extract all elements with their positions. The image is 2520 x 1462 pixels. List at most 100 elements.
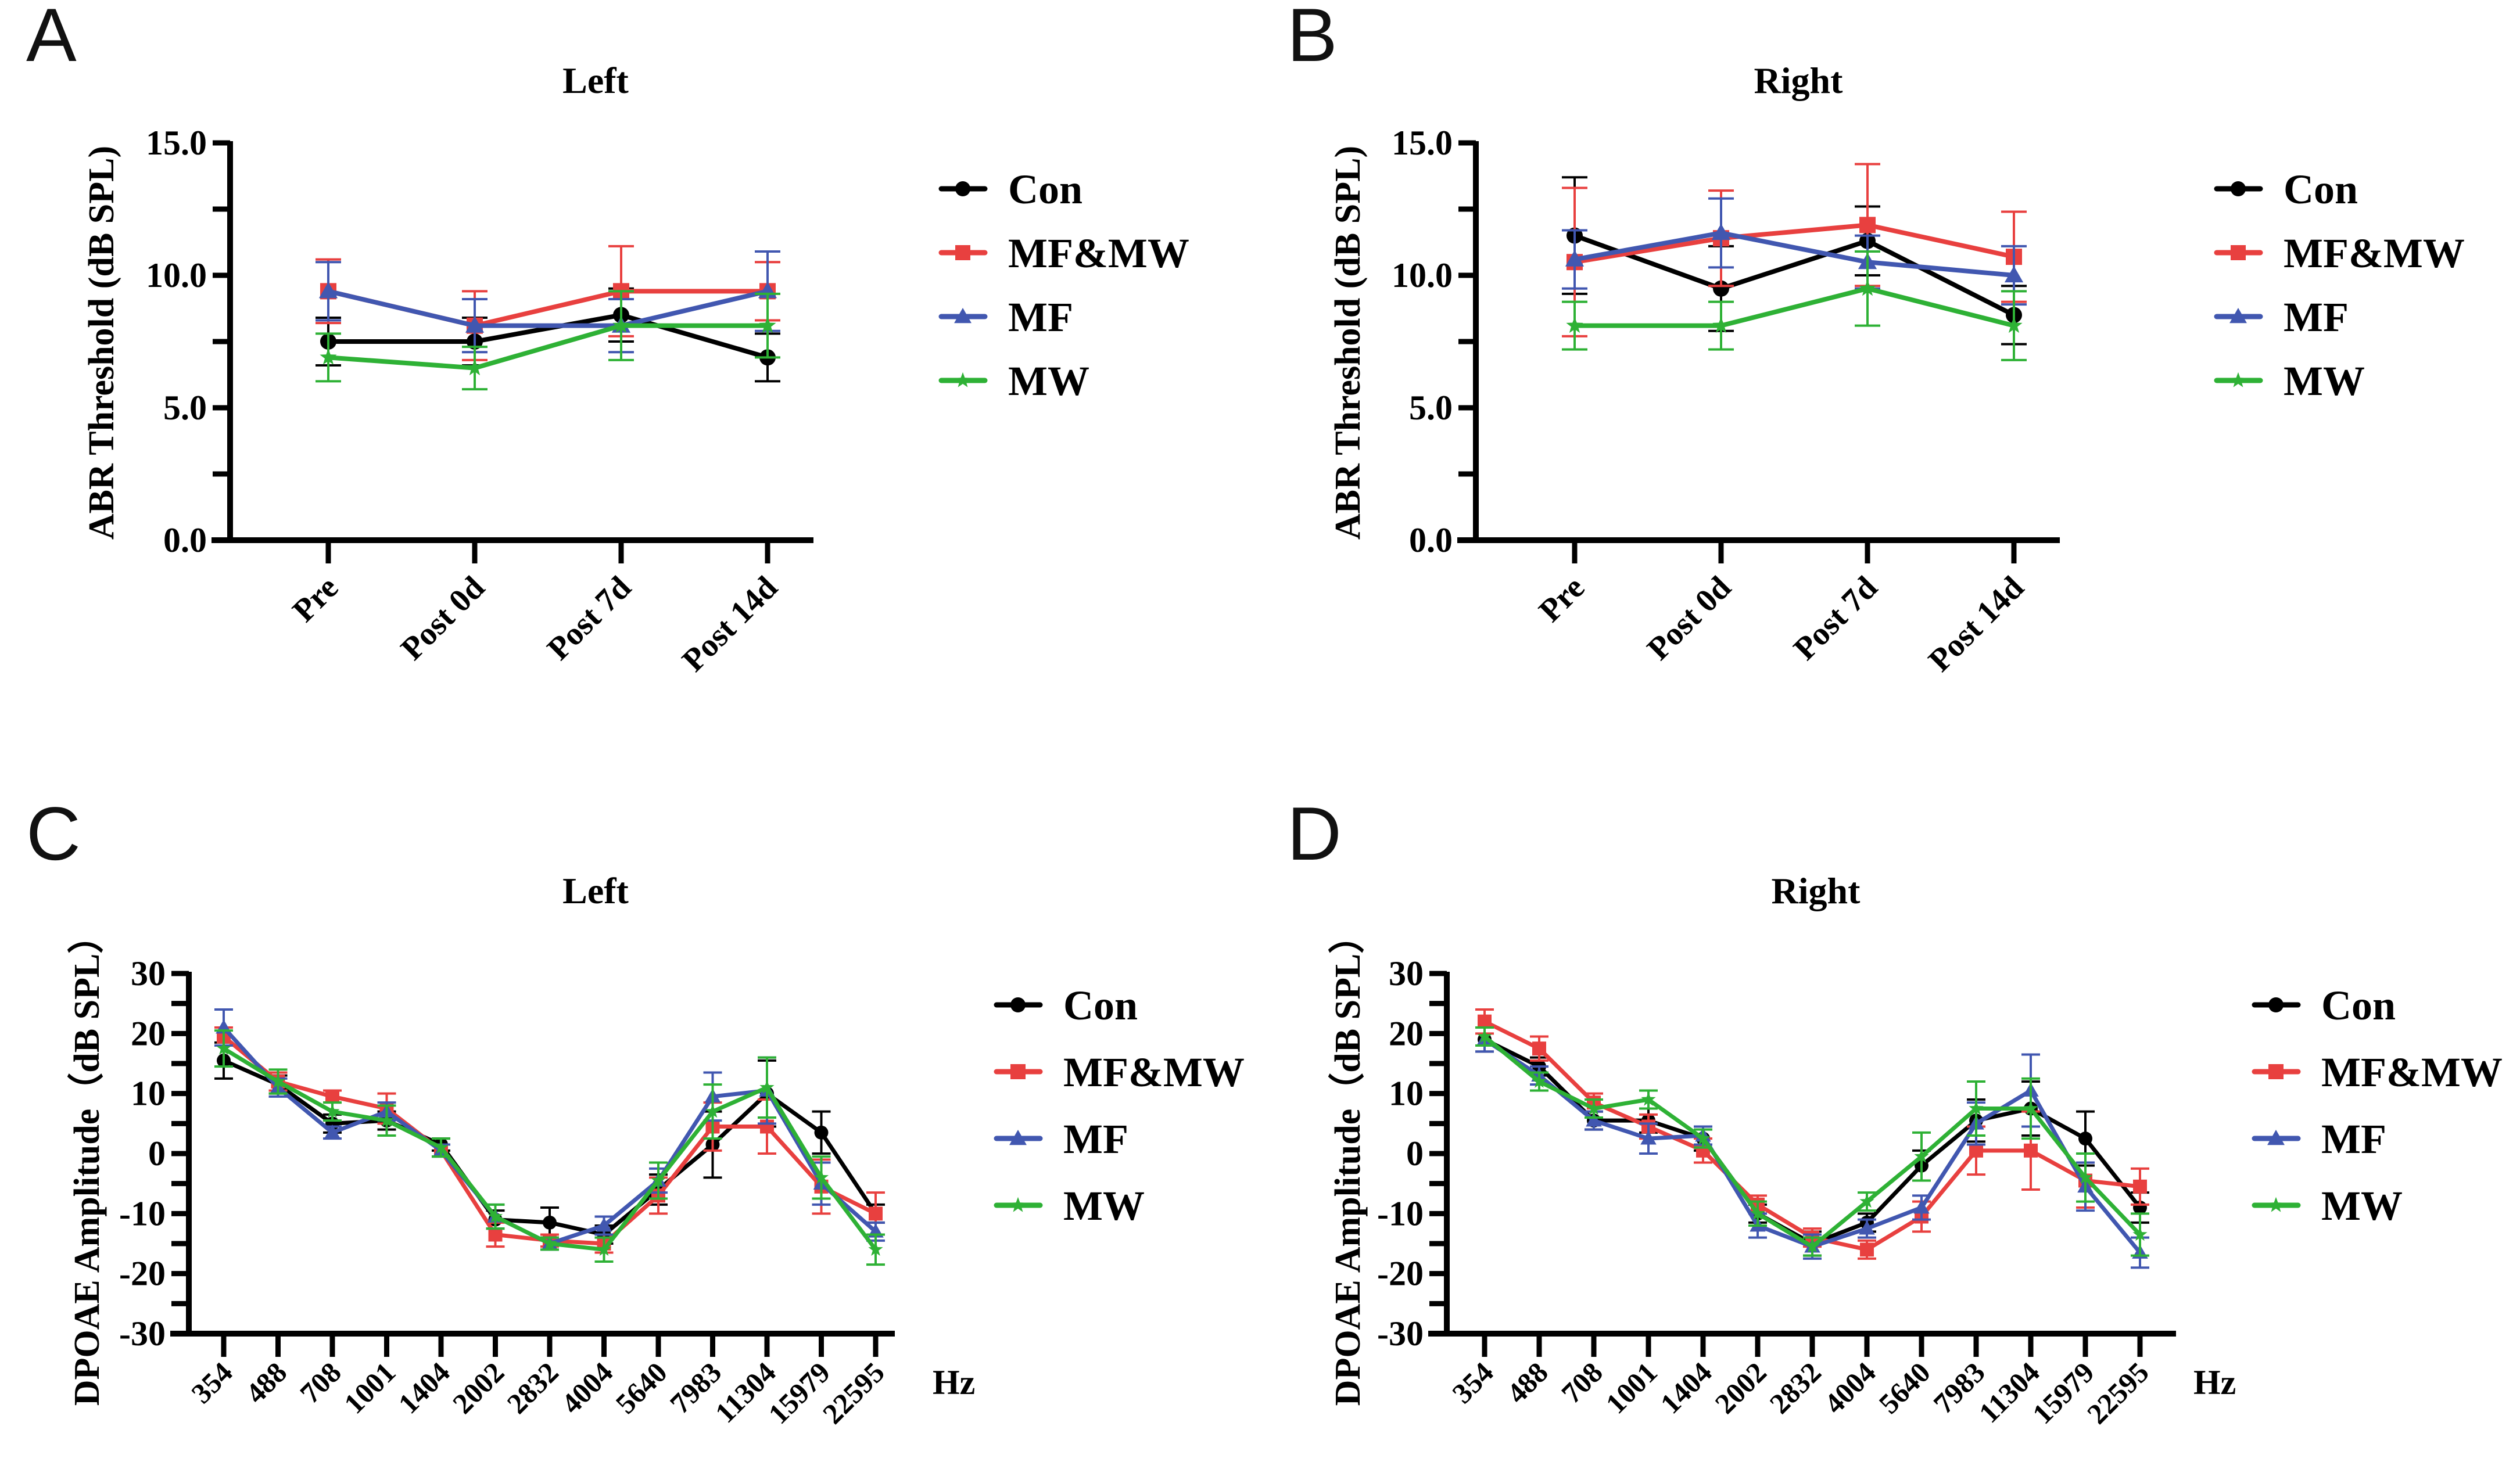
data-point	[1913, 1199, 1930, 1214]
data-point	[1859, 1220, 1875, 1235]
series-mf	[316, 250, 780, 354]
legend-item: MF	[938, 294, 1073, 340]
data-point	[1586, 1112, 1602, 1127]
series-line	[1574, 231, 2014, 278]
legend-label: MW	[2321, 1183, 2403, 1229]
legend-item: MW	[2252, 1183, 2403, 1229]
y-tick-label: -20	[119, 1255, 166, 1293]
legend-label: Con	[1063, 982, 1138, 1029]
legend-label: MF&MW	[1008, 230, 1189, 276]
y-tick-label: 0	[148, 1134, 166, 1173]
series-mw	[1475, 1026, 2149, 1257]
legend-label: Con	[2284, 166, 2358, 213]
data-point	[324, 1125, 340, 1139]
data-point	[1586, 1101, 1601, 1115]
legend: Con MF&MW MF MW	[938, 166, 1189, 404]
panel-d: D Right -30 -20 -10 0 10 20 30 DPOAE Amplitude（dB…	[1287, 791, 2503, 1430]
legend-item: MF	[2214, 294, 2349, 340]
data-point	[596, 1217, 612, 1232]
y-tick-label: 15.0	[1392, 124, 1453, 162]
series-line	[328, 312, 769, 360]
data-point	[1713, 280, 1729, 297]
chart-title: Right	[1772, 870, 1861, 911]
data-point	[2133, 1179, 2147, 1194]
panel-a: A Left 0.0 5.0 10.0 15.0 ABR Threshold (dB SPL…	[26, 0, 1189, 678]
data-point	[542, 1235, 557, 1250]
data-point	[2005, 317, 2023, 333]
series-line	[1483, 1034, 2142, 1249]
x-tick-label: 22595	[816, 1356, 891, 1430]
x-tick-label: 488	[1500, 1356, 1554, 1410]
panel-letter: D	[1287, 791, 1342, 876]
chart-title: Left	[562, 60, 629, 101]
legend-marker	[1010, 997, 1026, 1012]
legend-item: MW	[994, 1183, 1145, 1229]
data-point	[2023, 1101, 2038, 1115]
data-point	[1969, 1101, 1984, 1115]
x-tick-label: 4004	[1818, 1356, 1881, 1420]
x-tick-label: 5640	[609, 1356, 673, 1420]
legend-label: MF	[2321, 1116, 2386, 1162]
data-point	[813, 1170, 829, 1184]
legend-item: MF&MW	[2252, 1049, 2503, 1095]
legend-marker	[954, 308, 972, 324]
data-point	[1860, 1242, 1874, 1257]
x-tick-label: Post 0d	[394, 569, 492, 667]
series-mf-mw	[1475, 1008, 2149, 1260]
x-tick-label: 15979	[762, 1356, 836, 1430]
x-tick-label: 354	[185, 1356, 239, 1410]
legend-label: MF&MW	[2321, 1049, 2503, 1095]
y-axis-label: ABR Threshold (dB SPL)	[82, 146, 121, 540]
data-point	[1477, 1029, 1492, 1043]
data-point	[1641, 1091, 1656, 1106]
data-point	[759, 317, 776, 333]
legend-item: MF&MW	[938, 230, 1189, 276]
legend-marker	[2268, 997, 2284, 1012]
legend-label: Con	[2321, 982, 2396, 1029]
data-point	[2132, 1227, 2148, 1241]
legend-item: MW	[938, 358, 1089, 404]
panel-letter: A	[26, 0, 77, 77]
x-tick-label: 2832	[500, 1356, 564, 1420]
data-point	[869, 1206, 883, 1221]
data-point	[270, 1073, 286, 1088]
x-tick-label: Pre	[286, 569, 345, 628]
data-point	[1712, 317, 1730, 333]
data-point	[433, 1140, 449, 1154]
data-point	[320, 349, 337, 365]
series-line	[1483, 1019, 2141, 1252]
y-tick-label: 0.0	[1409, 521, 1453, 559]
data-point	[379, 1113, 395, 1127]
legend-label: MF	[1008, 294, 1073, 340]
x-tick-label: 708	[293, 1356, 347, 1410]
x-tick-label: 22595	[2081, 1356, 2155, 1430]
legend-marker	[1010, 1197, 1026, 1212]
legend-marker	[2231, 245, 2246, 260]
legend-marker	[2268, 1064, 2284, 1079]
legend: Con MF&MW MF MW	[2214, 166, 2465, 404]
y-tick-label: 0.0	[163, 521, 207, 559]
y-tick-label: 30	[1389, 954, 1424, 993]
data-point	[1859, 1194, 1874, 1208]
x-tick-label: 1404	[1654, 1356, 1718, 1420]
data-point	[2078, 1131, 2092, 1146]
series-line	[1573, 233, 2015, 317]
y-tick-label: 10.0	[1392, 256, 1453, 294]
y-axis-label: ABR Threshold (dB SPL)	[1328, 146, 1368, 540]
data-point	[1750, 1206, 1765, 1220]
series-line	[328, 323, 768, 371]
chart-title: Right	[1754, 60, 1844, 101]
x-tick-label: 2002	[1708, 1356, 1772, 1420]
legend-marker	[2267, 1130, 2285, 1145]
series-mw	[316, 290, 780, 391]
x-tick-label: 708	[1555, 1356, 1609, 1410]
data-point	[466, 359, 483, 376]
legend-marker	[2268, 1197, 2284, 1212]
series-mw	[1562, 250, 2027, 361]
legend-label: MW	[1063, 1183, 1145, 1229]
legend-item: MF	[2252, 1116, 2386, 1162]
y-tick-label: -10	[119, 1194, 166, 1233]
x-tick-label: Post 7d	[540, 569, 638, 667]
legend-item: Con	[938, 166, 1082, 213]
